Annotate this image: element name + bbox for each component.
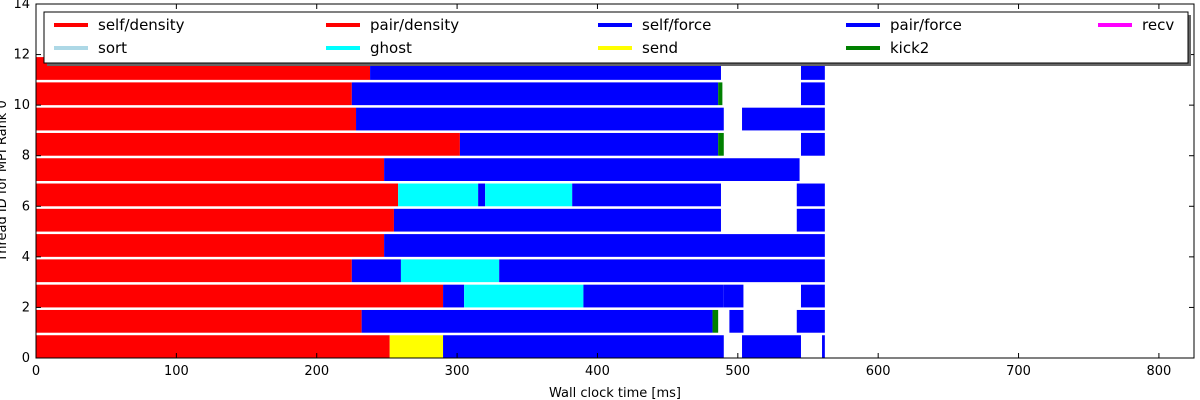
- legend-label: recv: [1142, 16, 1174, 34]
- thread-4-segment-0: [36, 234, 385, 257]
- thread-6-segment-2: [478, 183, 486, 207]
- x-axis-label: Wall clock time [ms]: [549, 386, 681, 400]
- legend-box: [43, 11, 1189, 64]
- thread-6-segment-0: [36, 183, 399, 207]
- thread-2-segment-5: [800, 284, 825, 308]
- legend-label: kick2: [890, 39, 929, 57]
- thread-3-segment-0: [36, 259, 352, 283]
- thread-4-segment-1: [384, 234, 825, 257]
- x-tick-label: 0: [32, 364, 40, 379]
- thread-2-segment-2: [464, 284, 584, 308]
- thread-1-segment-0: [36, 309, 362, 333]
- y-tick-label: 14: [13, 0, 30, 12]
- thread-9-segment-1: [356, 107, 724, 131]
- thread-7-segment-1: [384, 158, 800, 181]
- thread-8-segment-3: [800, 132, 825, 156]
- thread-8-segment-2: [718, 132, 724, 156]
- thread-0-segment-1: [389, 335, 444, 358]
- thread-8-segment-1: [459, 132, 719, 156]
- thread-3-segment-2: [400, 259, 500, 283]
- legend-label: send: [642, 39, 678, 57]
- thread-5-segment-2: [796, 208, 825, 232]
- x-tick-label: 100: [164, 364, 189, 379]
- thread-3-segment-3: [499, 259, 825, 283]
- thread-9-segment-2: [742, 107, 825, 131]
- x-tick-label: 700: [1006, 364, 1031, 379]
- legend-label: pair/density: [370, 16, 459, 34]
- thread-6-segment-3: [485, 183, 573, 207]
- plot-frame: [35, 3, 1195, 359]
- thread-2-segment-1: [443, 284, 465, 308]
- legend: self/density pair/density self/force pair/f…: [43, 11, 1191, 66]
- y-tick-label: 4: [22, 250, 30, 265]
- thread-2-segment-3: [583, 284, 724, 308]
- y-tick-label: 6: [22, 199, 30, 214]
- y-tick-label: 0: [22, 351, 30, 366]
- y-axis-label: Thread ID for MPI Rank 0: [0, 100, 10, 262]
- x-tick-label: 500: [725, 364, 750, 379]
- y-axis-ticks: 0 2 4 6 8 10 12 14: [13, 0, 1194, 366]
- x-tick-label: 400: [585, 364, 610, 379]
- y-tick-label: 10: [13, 98, 30, 113]
- thread-10-segment-2: [718, 82, 723, 106]
- thread-1-segment-4: [796, 309, 825, 333]
- thread-0-segment-0: [36, 335, 390, 358]
- thread-3-segment-1: [351, 259, 401, 283]
- x-tick-label: 800: [1146, 364, 1171, 379]
- thread-10-segment-0: [36, 82, 352, 106]
- legend-label: self/density: [98, 16, 185, 34]
- thread-2-segment-0: [36, 284, 444, 308]
- legend-label: ghost: [370, 39, 412, 57]
- x-tick-label: 600: [866, 364, 891, 379]
- legend-label: pair/force: [890, 16, 962, 34]
- legend-items: self/density pair/density self/force pair/f…: [54, 16, 1174, 57]
- thread-0-segment-3: [742, 335, 801, 358]
- thread-5-segment-1: [393, 208, 721, 232]
- thread-0-segment-4: [822, 335, 825, 358]
- legend-label: self/force: [642, 16, 711, 34]
- thread-1-segment-1: [361, 309, 713, 333]
- thread-1-segment-2: [712, 309, 719, 333]
- thread-6-segment-4: [572, 183, 721, 207]
- thread-0-segment-2: [443, 335, 724, 358]
- thread-7-segment-0: [36, 158, 385, 181]
- legend-label: sort: [98, 39, 127, 57]
- x-tick-label: 200: [304, 364, 329, 379]
- y-tick-label: 8: [22, 149, 30, 164]
- thread-9-segment-0: [36, 107, 357, 131]
- thread-6-segment-5: [796, 183, 825, 207]
- y-tick-label: 2: [22, 300, 30, 315]
- thread-1-segment-3: [729, 309, 744, 333]
- thread-5-segment-0: [36, 208, 394, 232]
- timeline-bars: [36, 57, 825, 358]
- x-tick-label: 300: [445, 364, 470, 379]
- thread-6-segment-1: [398, 183, 479, 207]
- y-tick-label: 12: [13, 48, 30, 63]
- x-axis-ticks: 0 100 200 300 400 500 600 700 800: [32, 4, 1171, 379]
- thread-2-segment-4: [723, 284, 744, 308]
- thread-8-segment-0: [36, 132, 460, 156]
- thread-10-segment-3: [800, 82, 825, 106]
- thread-10-segment-1: [351, 82, 719, 106]
